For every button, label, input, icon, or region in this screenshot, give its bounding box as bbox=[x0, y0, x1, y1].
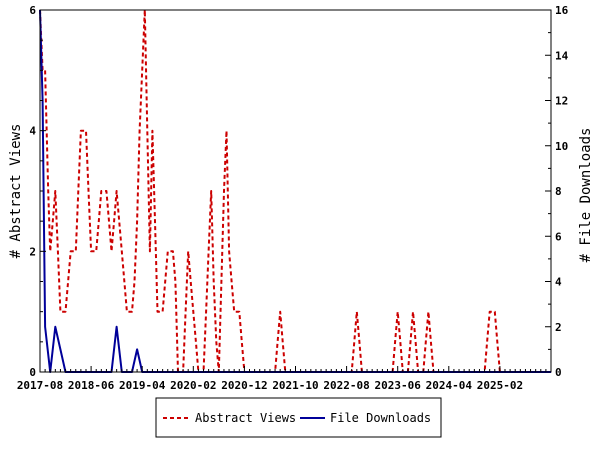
x-tick-label: 2021-10 bbox=[272, 379, 318, 392]
x-tick-label: 2020-02 bbox=[170, 379, 216, 392]
y-left-tick-label: 6 bbox=[29, 4, 36, 17]
x-axis: 2017-08 2018-06 2019-04 2020-02 2020-12 2021-… bbox=[17, 366, 552, 392]
y-left-tick-label: 2 bbox=[29, 245, 36, 258]
y-axis-right: 0 2 4 6 8 10 12 14 16 bbox=[545, 4, 569, 379]
x-tick-label: 2020-12 bbox=[221, 379, 267, 392]
y-right-tick-label: 2 bbox=[555, 321, 562, 334]
plot-background bbox=[40, 10, 551, 372]
y-left-tick-label: 0 bbox=[29, 366, 36, 379]
y-axis-right-title: # File Downloads bbox=[578, 128, 594, 263]
legend: Abstract Views File Downloads bbox=[155, 397, 442, 438]
x-tick-label: 2024-04 bbox=[426, 379, 473, 392]
y-right-tick-label: 8 bbox=[555, 185, 562, 198]
x-tick-label: 2023-06 bbox=[375, 379, 422, 392]
y-left-tick-label: 4 bbox=[29, 125, 36, 138]
y-right-tick-label: 14 bbox=[555, 49, 569, 62]
legend-box bbox=[155, 397, 442, 438]
y-right-tick-label: 16 bbox=[555, 4, 569, 17]
y-right-tick-label: 12 bbox=[555, 95, 568, 108]
x-tick-label: 2017-08 bbox=[17, 379, 63, 392]
y-right-tick-label: 10 bbox=[555, 140, 568, 153]
y-right-tick-label: 4 bbox=[555, 276, 562, 289]
x-tick-label: 2018-06 bbox=[68, 379, 115, 392]
y-axis-left: 0 2 4 6 bbox=[29, 4, 46, 379]
x-tick-label: 2022-08 bbox=[323, 379, 369, 392]
y-right-tick-label: 0 bbox=[555, 366, 562, 379]
legend-label-file-downloads: File Downloads bbox=[330, 411, 431, 425]
x-tick-label: 2019-04 bbox=[119, 379, 166, 392]
legend-label-abstract-views: Abstract Views bbox=[195, 411, 296, 425]
y-axis-left-title: # Abstract Views bbox=[8, 124, 24, 259]
y-right-tick-label: 6 bbox=[555, 230, 562, 243]
x-tick-label: 2025-02 bbox=[477, 379, 523, 392]
